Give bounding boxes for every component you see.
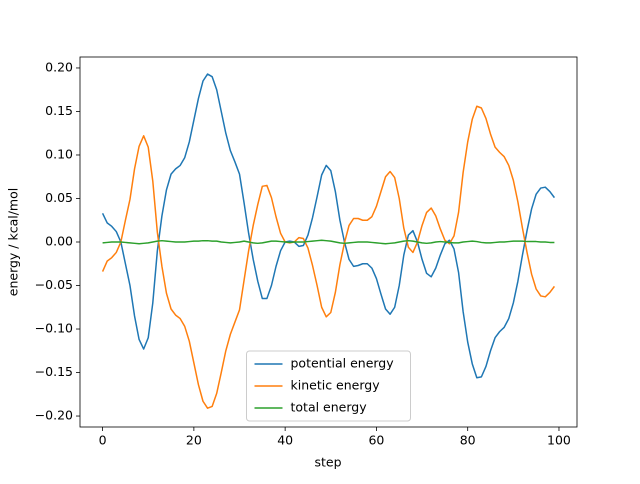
legend-label: kinetic energy: [291, 378, 381, 393]
y-tick-label: −0.05: [35, 277, 73, 292]
y-axis-label: energy / kcal/mol: [6, 188, 21, 296]
y-tick-label: −0.20: [35, 408, 73, 423]
y-tick-label: 0.05: [45, 190, 73, 205]
y-tick-label: 0.15: [45, 103, 73, 118]
x-axis-label: step: [314, 455, 341, 470]
line-series: [101, 73, 556, 379]
x-tick-label: 80: [460, 433, 476, 448]
x-tick-label: 60: [368, 433, 384, 448]
x-tick-label: 100: [547, 433, 571, 448]
x-tick-label: 20: [186, 433, 202, 448]
line-series: [102, 239, 555, 245]
y-tick-label: 0.20: [45, 59, 73, 74]
x-tick-label: 0: [99, 433, 107, 448]
legend-label: total energy: [291, 400, 368, 415]
legend-label: potential energy: [291, 356, 395, 371]
y-tick-label: 0.10: [45, 146, 73, 161]
y-tick-label: −0.15: [35, 364, 73, 379]
legend-box: [246, 350, 411, 422]
line-series: [101, 105, 556, 409]
y-tick-label: 0.00: [45, 234, 73, 249]
x-tick-label: 40: [277, 433, 293, 448]
y-tick-label: −0.10: [35, 321, 73, 336]
